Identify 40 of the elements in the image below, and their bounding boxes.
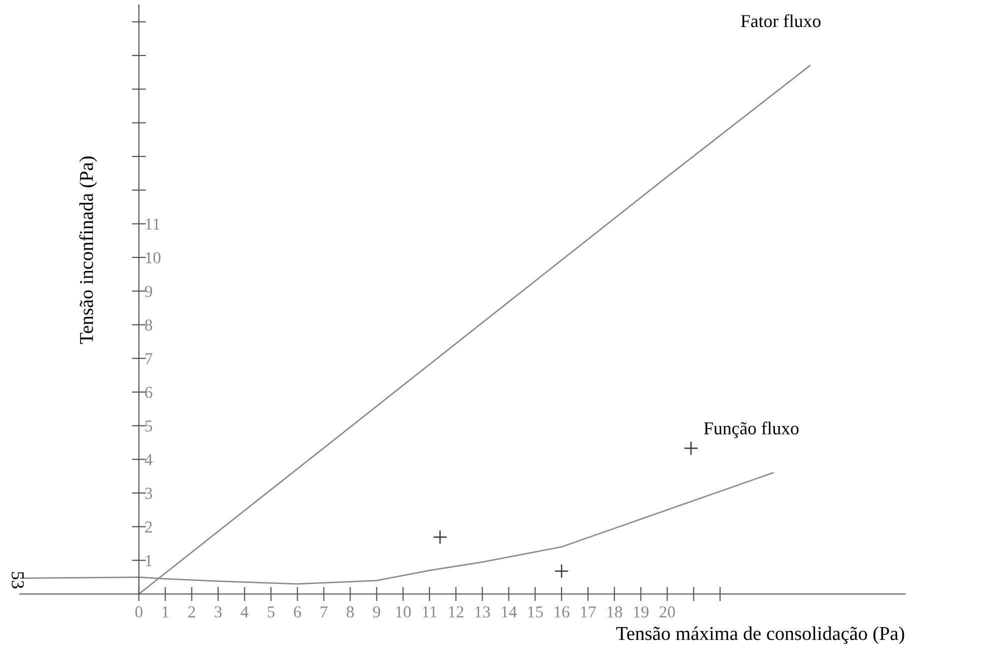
x-tick-label: 20 — [660, 606, 675, 618]
y-tick-label: 7 — [146, 353, 152, 364]
x-tick-label: 10 — [396, 606, 411, 618]
x-tick-label: 12 — [449, 606, 464, 618]
x-tick-label: 6 — [294, 606, 302, 618]
x-tick-label: 19 — [634, 606, 648, 618]
y-tick-label: 9 — [144, 286, 152, 298]
x-tick-label: 15 — [528, 606, 543, 618]
x-tick-label: 1 — [162, 606, 168, 618]
x-tick-label: 3 — [214, 606, 222, 618]
x-tick-label: 8 — [346, 606, 354, 618]
x-tick-label: 4 — [240, 606, 248, 618]
x-tick-label: 9 — [373, 606, 380, 618]
annotation: 53 — [12, 572, 24, 588]
y-tick-label: 11 — [146, 218, 160, 230]
x-tick-label: 2 — [188, 606, 195, 618]
point — [432, 530, 448, 544]
x-tick-label: 11 — [422, 606, 436, 618]
y-tick-label: 6 — [145, 386, 152, 398]
y-tick-label: 8 — [145, 319, 152, 331]
x-tick-label: 14 — [502, 606, 517, 618]
y-tick-label: 4 — [144, 454, 153, 466]
y-tick-label: 1 — [146, 555, 152, 566]
x-tick-label: 5 — [268, 606, 274, 618]
x-tick-label: 0 — [135, 606, 142, 618]
y-tick-label: 10 — [146, 252, 160, 264]
x-tick-label: 7 — [320, 606, 328, 618]
x-tick-label: 13 — [475, 606, 490, 618]
point — [554, 564, 569, 578]
point — [684, 441, 698, 456]
y-tick-label: 5 — [145, 420, 152, 432]
text: Função fluxo — [704, 422, 799, 438]
y-tick-label: 2 — [145, 521, 152, 532]
y-tick-label: 3 — [145, 488, 152, 499]
x-tick-label: 16 — [554, 606, 570, 618]
x-tick-label: 17 — [581, 606, 596, 618]
x-axis-title: Tensão máxima de consolidação (Pa) — [616, 626, 904, 644]
y-axis-title: Tensão inconfinada (Pa) — [79, 156, 97, 344]
text: Fator fluxo — [740, 14, 820, 28]
x-tick-label: 18 — [608, 606, 622, 618]
